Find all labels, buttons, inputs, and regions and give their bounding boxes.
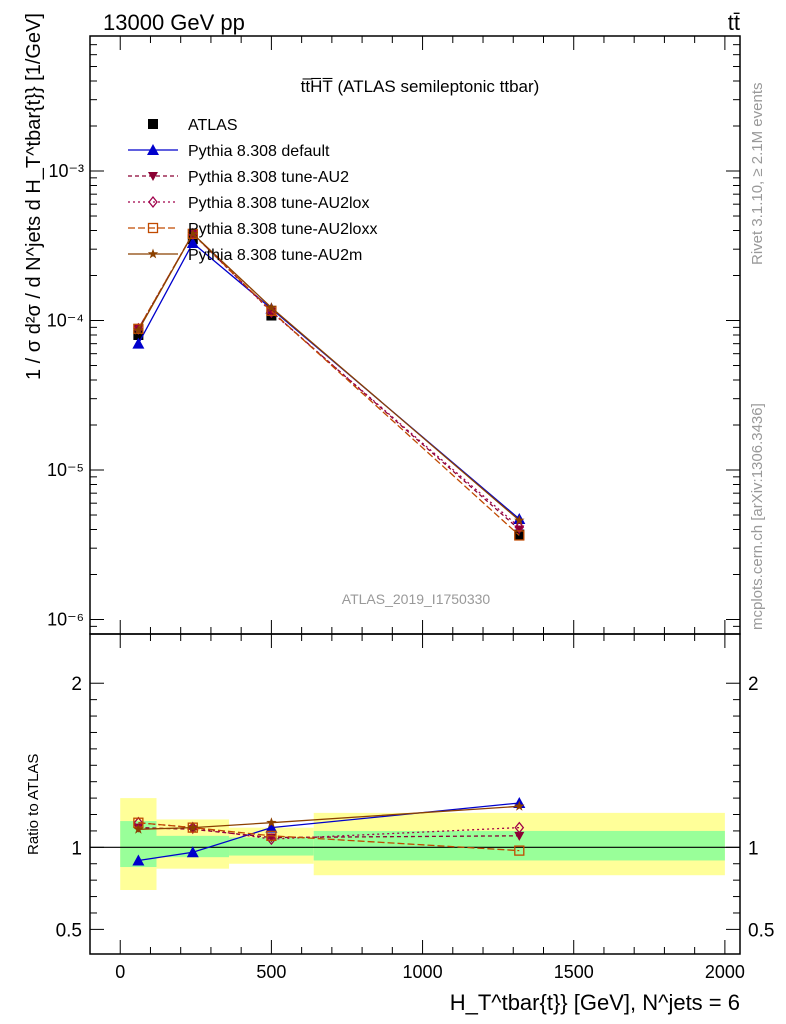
y-tick-label: 10⁻⁵ [47,460,84,480]
data-point-au2lox [514,521,525,534]
ratio-line-au2 [138,826,520,839]
ratio-y-tick-label: 1 [71,838,82,859]
ratio-point-au2m [266,817,277,828]
x-tick-label: 2000 [705,962,745,982]
ratio-line-au2m [138,805,520,830]
uncertainty-band-inner [229,837,314,856]
x-tick-label: 500 [256,962,286,982]
ratio-point-au2m [514,800,525,811]
series-atlas [133,234,525,540]
legend-marker-atlas [148,119,158,129]
series-line-au2loxx [137,232,520,536]
legend-label: Pythia 8.308 tune-AU2 [188,169,349,186]
ratio-point-au2m [187,822,198,833]
x-axis-label: H_T^tbar{t}} [GeV], N^jets = 6 [450,990,740,1015]
ratio-point-au2 [514,831,525,841]
ratio-point-au2loxx [266,830,277,841]
data-point-atlas [133,330,144,340]
ratio-point-au2lox [266,833,277,846]
series-line-au2m [137,232,520,521]
legend-marker-au2loxx [147,222,159,234]
series-au2 [133,229,525,535]
legend-marker-au2 [148,172,158,181]
ratio-point-default [132,854,145,866]
y-tick-label: 10⁻⁴ [47,311,84,331]
legend: ATLAS Pythia 8.308 default Pythia 8.308 tu… [128,117,377,264]
legend-item-atlas: ATLAS [148,117,238,134]
ratio-point-au2loxx [514,845,525,856]
series-line-default [137,241,520,520]
main-ylabel: 1 / σ d²σ / d N^jets d H_T^tbar{t}} [1/G… [23,13,45,380]
header-right: tt̄ [728,10,740,35]
ratio-line-default [138,802,520,862]
x-tick-label: 1000 [403,962,443,982]
ratio-plot-panel: 0.5 0.5 1 1 2 2 0 500 1000 1500 2000 Ratio to ATL… [25,633,774,982]
legend-item-au2lox: Pythia 8.308 tune-AU2lox [128,195,369,212]
data-point-au2m [514,514,525,525]
legend-label: Pythia 8.308 tune-AU2loxx [188,221,377,238]
ratio-y-tick-label: 0.5 [56,920,82,941]
ratio-y-tick-label-right: 1 [748,838,759,859]
legend-item-au2m: Pythia 8.308 tune-AU2m [128,247,362,264]
ratio-y-tick-label-right: 0.5 [748,920,774,941]
x-tick-label: 1500 [554,962,594,982]
series-au2m [133,228,525,525]
legend-marker-au2m [147,248,159,259]
ratio-point-au2lox [514,821,525,834]
ratio-y-tick-label-right: 2 [748,674,759,695]
legend-marker-au2lox [148,195,158,209]
data-point-au2loxx [514,530,525,541]
legend-label: Pythia 8.308 default [188,143,330,160]
series-line-au2 [137,232,520,530]
series-au2loxx [133,228,525,541]
data-point-au2m [266,302,277,313]
legend-item-au2loxx: Pythia 8.308 tune-AU2loxx [128,221,377,238]
ratio-ylabel: Ratio to ATLAS [25,754,42,855]
main-title: tt̅H̅T̅ (ATLAS semileptonic ttbar) [301,77,540,96]
ratio-y-tick-label: 2 [71,674,82,695]
legend-label: Pythia 8.308 tune-AU2lox [188,195,369,212]
legend-item-default: Pythia 8.308 default [128,143,330,160]
legend-label: Pythia 8.308 tune-AU2m [188,247,362,264]
rivet-label: Rivet 3.1.10, ≥ 2.1M events [749,83,766,266]
x-tick-label: 0 [115,962,125,982]
ratio-point-au2m [133,823,144,834]
legend-label: ATLAS [188,117,238,134]
data-point-au2m [133,324,144,335]
main-plot-panel: 10⁻⁶ 10⁻⁵ 10⁻⁴ 10⁻³ tt̅H̅T̅ (ATLAS semilept… [23,13,741,635]
data-point-au2m [187,228,198,239]
data-point-default [186,236,199,248]
legend-marker-default [147,144,159,155]
header-left: 13000 GeV pp [103,10,245,35]
ratio-line-au2loxx [138,822,520,852]
ratio-frame [89,633,741,955]
watermark: ATLAS_2019_I1750330 [342,591,491,607]
legend-item-au2: Pythia 8.308 tune-AU2 [128,169,349,186]
ratio-point-default [186,846,199,858]
ratio-point-default [265,821,278,833]
data-point-default [132,337,145,349]
ratio-series-au2m [133,800,525,834]
y-tick-label: 10⁻⁶ [47,610,84,630]
y-tick-label: 10⁻³ [48,161,84,181]
series-default [132,236,526,525]
data-point-au2 [514,525,525,535]
mcplots-label: mcplots.cern.ch [arXiv:1306.3436] [749,403,766,630]
